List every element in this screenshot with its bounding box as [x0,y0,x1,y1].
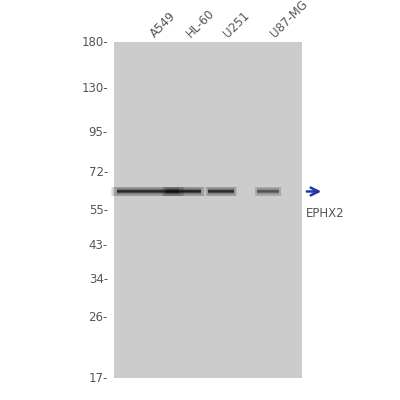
Bar [256,187,281,196]
Bar [112,187,184,196]
Bar [116,187,180,196]
Bar [256,187,280,196]
Bar [162,187,205,196]
Bar [205,187,238,196]
Bar [115,187,180,196]
Text: 95-: 95- [89,126,108,140]
Text: 43-: 43- [89,239,108,252]
Bar [113,187,183,196]
Text: 55-: 55- [89,204,108,217]
Bar [162,187,204,196]
Text: 72-: 72- [89,166,108,179]
Bar [114,42,302,378]
Bar [206,187,237,196]
Bar [165,187,202,196]
Bar [164,187,204,196]
Text: 180-: 180- [81,36,108,48]
Text: U87-MG: U87-MG [268,0,310,40]
Bar [114,187,182,196]
Bar [110,187,186,196]
Bar [205,187,237,196]
Bar [256,187,280,196]
Bar [164,187,203,196]
Bar [163,187,204,196]
Bar [255,187,282,196]
Bar [204,187,238,196]
Bar [111,187,185,196]
Bar [160,187,207,196]
Bar [204,187,238,196]
Text: 130-: 130- [81,82,108,95]
Bar [109,187,187,196]
Bar [161,187,206,196]
Text: 34-: 34- [89,273,108,286]
Bar [207,187,235,196]
Bar [255,187,281,196]
Bar [255,187,282,196]
Bar [207,187,236,196]
Text: EPHX2: EPHX2 [306,208,345,220]
Bar [207,187,235,196]
Text: HL-60: HL-60 [184,6,217,40]
Bar [256,187,280,196]
Bar [108,187,187,196]
Bar [206,187,236,196]
Bar [256,187,280,196]
Text: 17-: 17- [89,372,108,384]
Text: A549: A549 [148,9,178,40]
Bar [164,187,203,196]
Bar [114,187,181,196]
Bar [254,187,282,196]
Bar [254,187,282,196]
Bar [108,187,188,196]
Bar [111,187,184,196]
Bar [208,187,235,196]
Bar [205,187,237,196]
Bar [254,187,283,196]
Text: 26-: 26- [89,311,108,324]
Bar [206,187,236,196]
Bar [162,187,206,196]
Text: U251: U251 [221,9,252,40]
Bar [165,187,202,196]
Bar [254,187,282,196]
Bar [161,187,206,196]
